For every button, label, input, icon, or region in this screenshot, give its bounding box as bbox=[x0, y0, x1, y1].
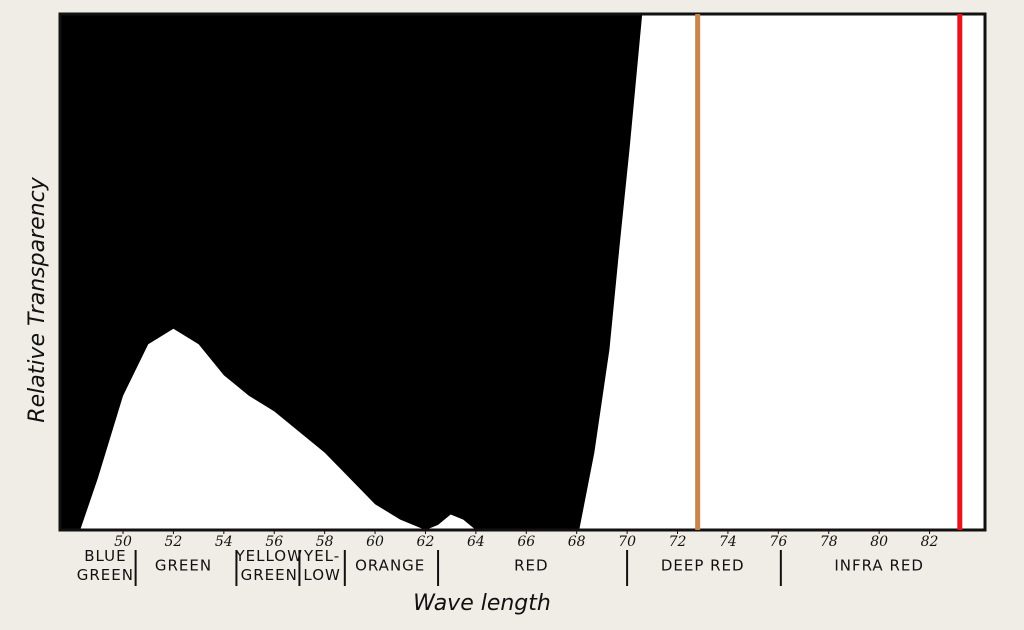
band-label: INFRA RED bbox=[834, 557, 924, 575]
y-axis-label: Relative Transparency bbox=[25, 176, 50, 422]
x-tick-label: 66 bbox=[517, 534, 535, 550]
plot-frame bbox=[58, 12, 987, 532]
band-label: GREEN bbox=[241, 566, 298, 584]
x-tick-label: 70 bbox=[618, 534, 636, 550]
x-tick-label: 54 bbox=[215, 534, 233, 550]
band-label: GREEN bbox=[155, 557, 212, 575]
transparency-area bbox=[80, 14, 985, 530]
band-label: LOW bbox=[303, 566, 340, 584]
x-tick-label: 50 bbox=[114, 534, 132, 550]
x-tick-label: 58 bbox=[316, 534, 334, 550]
band-label: RED bbox=[514, 557, 548, 575]
x-tick-label: 76 bbox=[769, 534, 787, 550]
x-axis-label: Wave length bbox=[413, 591, 551, 616]
x-tick-label: 60 bbox=[366, 534, 384, 550]
x-tick-label: 68 bbox=[568, 534, 586, 550]
band-label: GREEN bbox=[77, 566, 134, 584]
band-label: YEL- bbox=[303, 547, 340, 565]
x-tick-label: 80 bbox=[870, 534, 888, 550]
band-label: YELLOW bbox=[234, 547, 302, 565]
x-tick-label: 74 bbox=[719, 534, 737, 550]
x-tick-label: 64 bbox=[467, 534, 485, 550]
x-tick-label: 72 bbox=[669, 534, 687, 550]
band-label: DEEP RED bbox=[661, 557, 745, 575]
x-tick-label: 56 bbox=[265, 534, 283, 550]
x-tick-label: 62 bbox=[417, 534, 435, 550]
band-label: BLUE bbox=[84, 547, 126, 565]
x-tick-label: 82 bbox=[921, 534, 939, 550]
x-tick-label: 52 bbox=[165, 534, 183, 550]
band-label: ORANGE bbox=[355, 557, 425, 575]
x-tick-label: 78 bbox=[820, 534, 838, 550]
